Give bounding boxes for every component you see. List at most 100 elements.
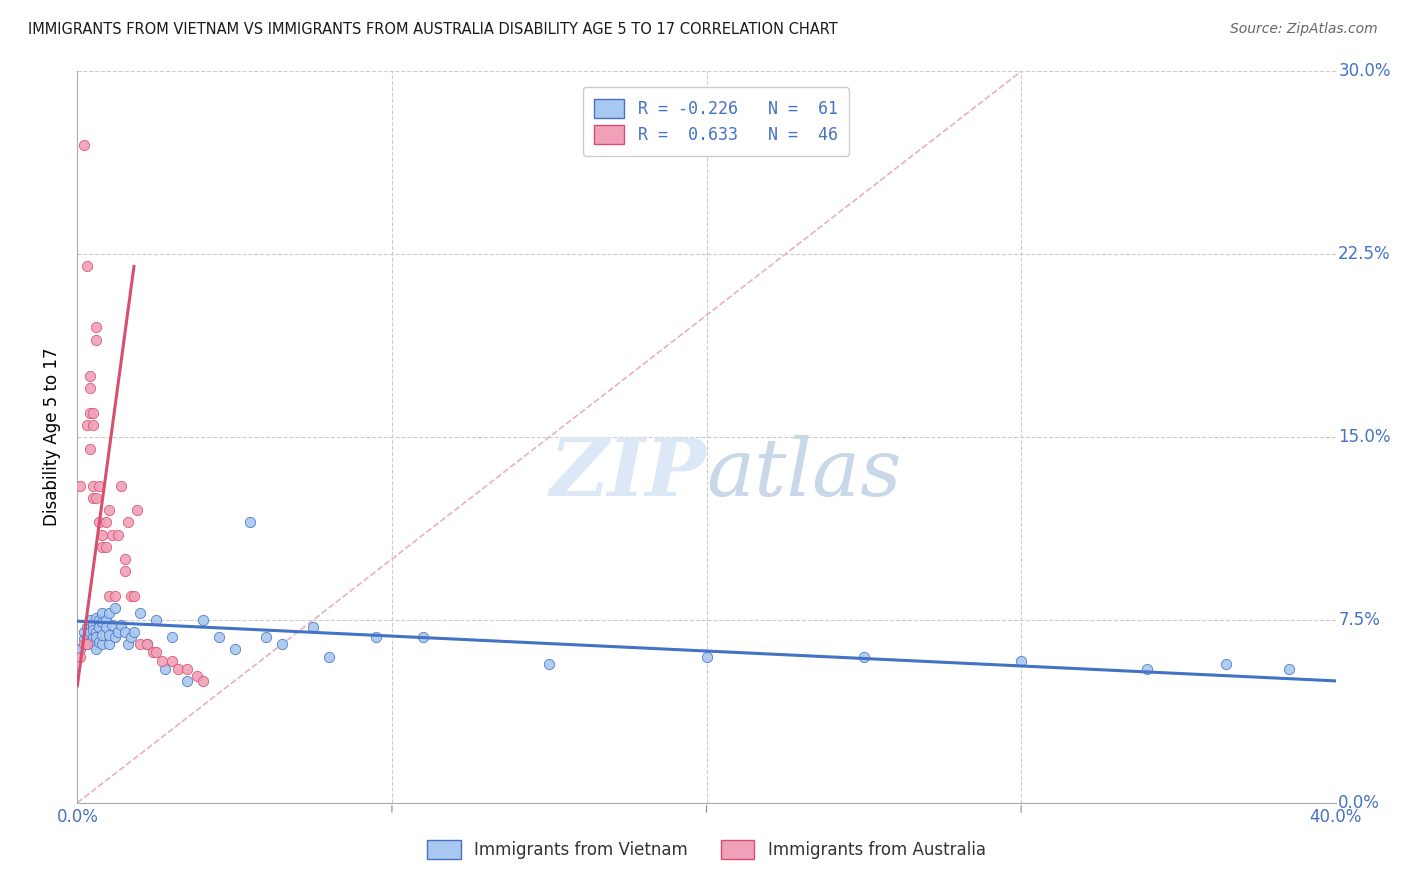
Text: ZIP: ZIP: [550, 435, 707, 512]
Point: [94, 613, 117, 627]
Point: [79, 406, 101, 420]
Point: [89, 516, 111, 530]
Point: [142, 645, 165, 659]
Point: [135, 637, 157, 651]
Point: [1215, 657, 1237, 671]
Y-axis label: Disability Age 5 to 17: Disability Age 5 to 17: [44, 348, 62, 526]
Point: [127, 503, 149, 517]
Point: [91, 527, 114, 541]
Point: [82, 630, 104, 644]
Point: [91, 606, 114, 620]
Text: 30.0%: 30.0%: [1339, 62, 1391, 80]
Point: [107, 625, 129, 640]
Point: [1010, 654, 1032, 668]
Point: [114, 552, 136, 566]
Point: [79, 635, 101, 649]
Point: [696, 649, 718, 664]
Point: [69, 649, 91, 664]
Point: [104, 600, 127, 615]
Point: [82, 617, 104, 632]
Legend: Immigrants from Vietnam, Immigrants from Australia: Immigrants from Vietnam, Immigrants from…: [419, 831, 994, 868]
Point: [167, 662, 190, 676]
Point: [104, 630, 127, 644]
Point: [84, 642, 107, 657]
Point: [122, 625, 145, 640]
Point: [107, 527, 129, 541]
Point: [91, 637, 114, 651]
Point: [79, 613, 101, 627]
Point: [82, 417, 104, 432]
Text: 15.0%: 15.0%: [1339, 428, 1391, 446]
Point: [76, 630, 98, 644]
Point: [176, 673, 198, 688]
Point: [1136, 662, 1159, 676]
Point: [208, 630, 231, 644]
Point: [82, 623, 104, 637]
Point: [84, 491, 107, 505]
Point: [318, 649, 340, 664]
Point: [145, 645, 167, 659]
Point: [852, 649, 875, 664]
Point: [191, 673, 215, 688]
Point: [72, 632, 94, 647]
Point: [129, 606, 152, 620]
Point: [145, 613, 167, 627]
Point: [84, 625, 107, 640]
Point: [412, 630, 434, 644]
Point: [89, 635, 111, 649]
Point: [76, 637, 98, 651]
Point: [110, 479, 132, 493]
Point: [97, 606, 120, 620]
Point: [84, 320, 107, 334]
Text: 7.5%: 7.5%: [1339, 611, 1381, 629]
Point: [84, 610, 107, 624]
Point: [79, 369, 101, 384]
Point: [135, 637, 157, 651]
Point: [191, 613, 215, 627]
Point: [129, 637, 152, 651]
Point: [79, 625, 101, 640]
Point: [76, 637, 98, 651]
Point: [72, 625, 94, 640]
Point: [89, 620, 111, 634]
Text: IMMIGRANTS FROM VIETNAM VS IMMIGRANTS FROM AUSTRALIA DISABILITY AGE 5 TO 17 CORR: IMMIGRANTS FROM VIETNAM VS IMMIGRANTS FR…: [28, 22, 838, 37]
Point: [91, 627, 114, 641]
Point: [84, 630, 107, 644]
Point: [94, 620, 117, 634]
Point: [120, 630, 142, 644]
Point: [69, 479, 91, 493]
Point: [117, 516, 139, 530]
Point: [150, 654, 173, 668]
Point: [79, 442, 101, 457]
Text: atlas: atlas: [707, 435, 901, 512]
Point: [91, 615, 114, 630]
Point: [72, 637, 94, 651]
Point: [110, 617, 132, 632]
Point: [97, 589, 120, 603]
Point: [538, 657, 561, 671]
Point: [69, 642, 91, 657]
Point: [84, 333, 107, 347]
Point: [76, 260, 98, 274]
Point: [122, 589, 145, 603]
Point: [160, 630, 183, 644]
Point: [76, 620, 98, 634]
Point: [114, 564, 136, 578]
Point: [94, 540, 117, 554]
Point: [120, 589, 142, 603]
Point: [101, 527, 124, 541]
Point: [270, 637, 292, 651]
Point: [160, 654, 183, 668]
Point: [186, 669, 208, 683]
Point: [76, 417, 98, 432]
Point: [97, 637, 120, 651]
Point: [89, 613, 111, 627]
Text: 22.5%: 22.5%: [1339, 245, 1391, 263]
Point: [366, 630, 388, 644]
Point: [176, 662, 198, 676]
Point: [97, 503, 120, 517]
Point: [97, 627, 120, 641]
Point: [302, 620, 325, 634]
Point: [89, 479, 111, 493]
Point: [239, 516, 262, 530]
